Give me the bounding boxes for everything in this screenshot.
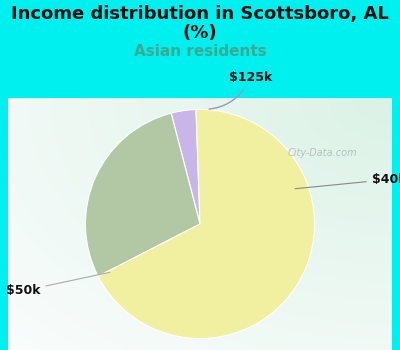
Wedge shape: [98, 110, 314, 338]
Text: Asian residents: Asian residents: [134, 44, 266, 59]
Text: City-Data.com: City-Data.com: [288, 148, 358, 159]
Text: $50k: $50k: [6, 272, 110, 297]
Text: $40k: $40k: [295, 173, 400, 189]
Text: Income distribution in Scottsboro, AL: Income distribution in Scottsboro, AL: [11, 5, 389, 23]
Text: (%): (%): [183, 25, 217, 42]
Text: $125k: $125k: [209, 71, 272, 109]
Wedge shape: [86, 113, 200, 276]
Wedge shape: [171, 110, 200, 224]
